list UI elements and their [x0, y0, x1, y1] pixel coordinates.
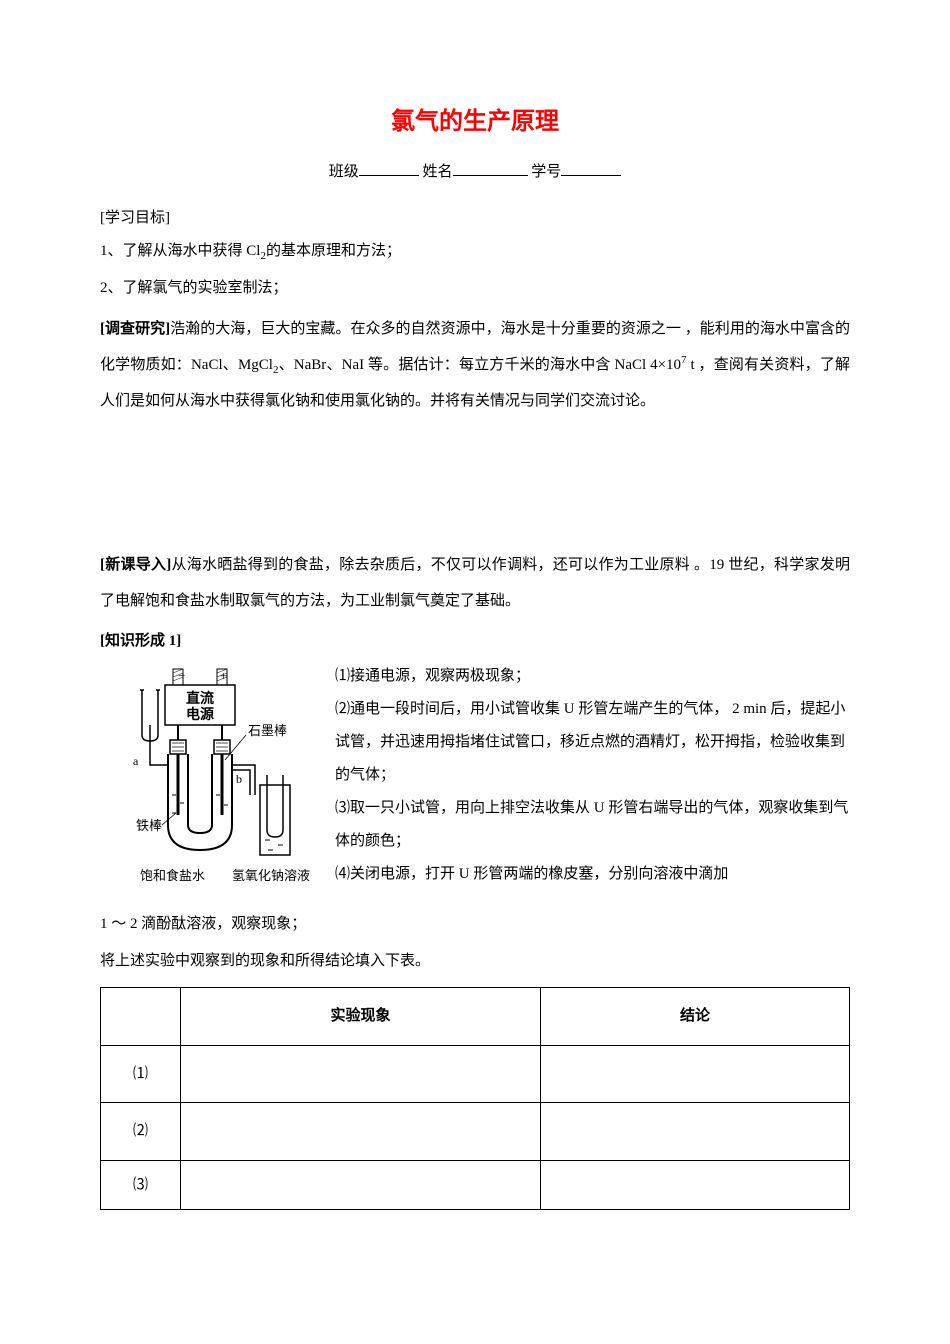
form-line: 班级 姓名 学号 [100, 158, 850, 187]
goal-item-1: 1、了解从海水中获得 Cl2的基本原理和方法； [100, 237, 850, 267]
svg-text:饱和食盐水: 饱和食盐水 [140, 868, 205, 883]
results-table: 实验现象 结论 ⑴ ⑵ ⑶ [100, 987, 850, 1210]
table-intro: 将上述实验中观察到的现象和所得结论填入下表。 [100, 947, 850, 976]
table-header-phenomenon: 实验现象 [181, 988, 541, 1046]
table-header-blank [101, 988, 181, 1046]
row-concl-3 [541, 1160, 850, 1210]
goal-item-2: 2、了解氯气的实验室制法； [100, 274, 850, 303]
row-concl-2 [541, 1103, 850, 1161]
svg-text:b: b [236, 772, 242, 786]
name-blank [453, 158, 528, 176]
knowledge-heading: [知识形成 1] [100, 627, 850, 656]
table-header-conclusion: 结论 [541, 988, 850, 1046]
svg-text:−: − [178, 668, 185, 683]
survey-section: [调查研究]浩瀚的大海，巨大的宝藏。在众多的自然资源中，海水是十分重要的资源之一… [100, 311, 850, 419]
electrolysis-diagram: 直流 电源 − + [100, 665, 315, 901]
power-label-2: 电源 [186, 706, 214, 723]
table-row: ⑵ [101, 1103, 850, 1161]
table-row: ⑴ [101, 1045, 850, 1103]
id-label: 学号 [531, 164, 561, 180]
diagram-svg: 直流 电源 − + [100, 665, 315, 890]
svg-text:a: a [133, 754, 139, 768]
row-concl-1 [541, 1045, 850, 1103]
class-blank [359, 158, 419, 176]
intro-heading: [新课导入] [100, 557, 171, 573]
diagram-and-steps: 直流 电源 − + [100, 660, 850, 901]
document-title: 氯气的生产原理 [100, 100, 850, 146]
row-num-1: ⑴ [101, 1045, 181, 1103]
spacer [100, 427, 850, 547]
survey-heading: [调查研究] [100, 321, 170, 337]
row-num-3: ⑶ [101, 1160, 181, 1210]
row-phenom-1 [181, 1045, 541, 1103]
name-label: 姓名 [422, 164, 452, 180]
row-phenom-3 [181, 1160, 541, 1210]
svg-text:氢氧化钠溶液: 氢氧化钠溶液 [232, 868, 310, 883]
svg-text:铁棒: 铁棒 [136, 818, 162, 833]
intro-section: [新课导入]从海水晒盐得到的食盐，除去杂质后，不仅可以作调料，还可以作为工业原料… [100, 547, 850, 619]
power-label-1: 直流 [186, 690, 214, 707]
row-phenom-2 [181, 1103, 541, 1161]
class-label: 班级 [329, 164, 359, 180]
id-blank [561, 158, 621, 176]
after-steps-text: 1 ～ 2 滴酚酞溶液，观察现象； [100, 910, 850, 939]
learning-goals-heading: [学习目标] [100, 204, 850, 233]
table-row: ⑶ [101, 1160, 850, 1210]
row-num-2: ⑵ [101, 1103, 181, 1161]
svg-text:石墨棒: 石墨棒 [248, 723, 287, 738]
